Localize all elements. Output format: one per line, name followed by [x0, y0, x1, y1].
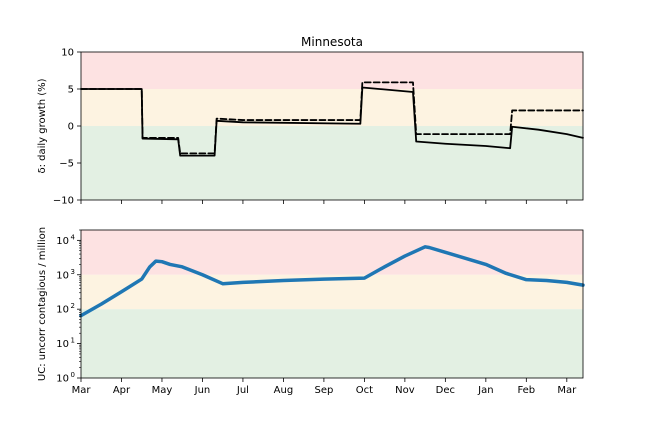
background-band-1 — [81, 230, 583, 275]
x-tick-label: Apr — [113, 385, 131, 396]
series-line-1 — [79, 245, 585, 318]
y-tick-label: 10 — [56, 305, 69, 316]
x-tick-label: Mar — [557, 385, 577, 396]
y-tick-label: 0 — [68, 122, 74, 133]
y-tick-exponent: 3 — [71, 268, 75, 276]
background-band-1 — [81, 52, 583, 89]
y-tick-exponent: 4 — [71, 233, 76, 241]
top-ylabel: δ: daily growth (%) — [37, 78, 48, 173]
y-tick-label: 10 — [56, 236, 69, 247]
y-tick-label: −10 — [53, 196, 74, 207]
x-tick-label: Feb — [517, 385, 535, 396]
x-tick-label: Jan — [477, 385, 493, 396]
panel-1: 10 5 0 −5 −10 — [53, 48, 584, 207]
y-tick-label: −5 — [59, 159, 74, 170]
y-tick-label: 10 — [56, 270, 69, 281]
y-tick-exponent: 2 — [71, 302, 75, 310]
y-tick-label: 10 — [61, 48, 74, 59]
x-tick-label: Jun — [194, 385, 211, 396]
x-tick-label: Oct — [356, 385, 373, 396]
chart-title: Minnesota — [301, 35, 363, 49]
plot-frame — [80, 229, 584, 379]
y-tick-exponent: 1 — [71, 337, 75, 345]
x-tick-label: Mar — [72, 385, 92, 396]
background-band-3 — [81, 309, 583, 378]
y-tick-exponent: 0 — [71, 371, 75, 379]
x-tick-label: Nov — [395, 385, 415, 396]
x-tick-label: Dec — [436, 385, 455, 396]
y-tick-label: 5 — [68, 85, 74, 96]
y-tick-label: 10 — [56, 339, 69, 350]
bottom-ylabel: UC: uncorr contagious / million — [37, 227, 48, 381]
series-line-2 — [80, 81, 584, 155]
x-tick-label: Jul — [236, 385, 249, 396]
x-tick-label: May — [152, 385, 173, 396]
x-tick-label: Aug — [274, 385, 294, 396]
x-tick-label: Sep — [314, 385, 333, 396]
y-tick-label: 10 — [56, 374, 69, 385]
